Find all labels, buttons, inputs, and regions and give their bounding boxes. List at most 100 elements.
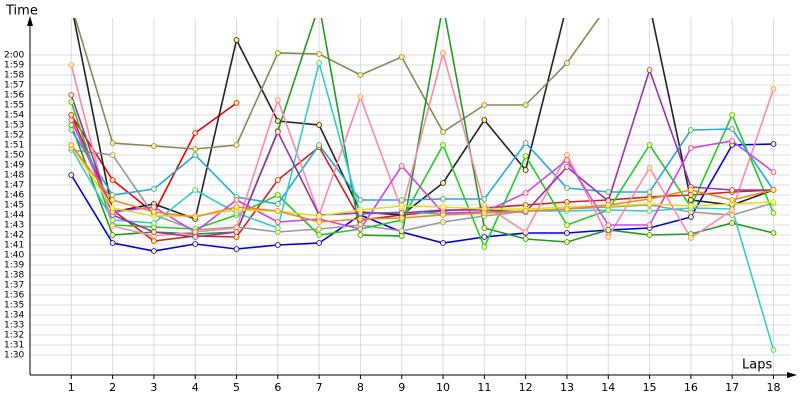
data-point bbox=[151, 186, 157, 192]
x-tick-label: 6 bbox=[274, 381, 281, 394]
data-point bbox=[109, 223, 116, 229]
x-tick-label: 1 bbox=[68, 381, 75, 394]
data-point bbox=[68, 122, 75, 128]
y-tick-label: 1:47 bbox=[4, 181, 24, 191]
data-point bbox=[398, 233, 405, 239]
data-point bbox=[522, 236, 529, 242]
y-tick-label: 1:51 bbox=[4, 141, 24, 151]
data-point bbox=[398, 203, 405, 209]
data-point bbox=[606, 3, 611, 8]
data-point bbox=[605, 189, 612, 195]
data-point bbox=[233, 229, 240, 235]
x-tick-label: 14 bbox=[601, 381, 615, 394]
data-point bbox=[109, 197, 116, 203]
data-point bbox=[316, 142, 323, 148]
data-point bbox=[274, 118, 281, 124]
data-point bbox=[440, 240, 446, 246]
data-point bbox=[605, 227, 612, 233]
data-point bbox=[441, 3, 446, 8]
data-point bbox=[109, 192, 116, 198]
data-point bbox=[564, 199, 570, 205]
data-point bbox=[605, 202, 612, 208]
y-tick-label: 1:57 bbox=[4, 81, 24, 91]
data-point bbox=[316, 213, 323, 219]
y-tick-label: 1:55 bbox=[4, 101, 24, 111]
series-line bbox=[73, 18, 774, 221]
data-point bbox=[316, 226, 323, 232]
data-point bbox=[233, 37, 240, 43]
data-point bbox=[192, 241, 199, 247]
data-point bbox=[151, 209, 157, 215]
y-tick-label: 1:30 bbox=[4, 351, 24, 361]
data-point bbox=[274, 225, 281, 231]
data-point bbox=[564, 60, 570, 66]
data-point bbox=[316, 60, 323, 66]
data-point bbox=[564, 164, 570, 170]
y-tick-label: 1:33 bbox=[4, 321, 24, 331]
data-point bbox=[440, 50, 446, 56]
data-point bbox=[68, 127, 75, 133]
data-point bbox=[274, 129, 281, 135]
y-tick-label: 1:42 bbox=[4, 231, 24, 241]
data-point bbox=[192, 214, 199, 220]
data-point bbox=[316, 240, 323, 246]
data-point bbox=[192, 152, 199, 158]
data-point bbox=[233, 204, 240, 210]
data-point bbox=[151, 238, 157, 244]
data-point bbox=[68, 117, 75, 123]
data-point bbox=[646, 67, 653, 73]
data-point bbox=[357, 94, 364, 100]
data-point bbox=[481, 117, 488, 123]
x-tick-label: 5 bbox=[233, 381, 240, 394]
data-point bbox=[192, 234, 199, 240]
data-point bbox=[646, 208, 653, 214]
data-point bbox=[522, 153, 529, 159]
data-point bbox=[151, 220, 157, 226]
data-point bbox=[192, 146, 199, 152]
series-line bbox=[70, 143, 774, 252]
data-point bbox=[729, 112, 736, 118]
data-point bbox=[522, 208, 529, 214]
data-point bbox=[68, 99, 75, 105]
data-point bbox=[770, 187, 777, 193]
data-point bbox=[109, 217, 116, 223]
data-point bbox=[233, 234, 240, 240]
data-point bbox=[770, 86, 777, 92]
series-line bbox=[70, 144, 774, 223]
y-tick-label: 1:41 bbox=[4, 241, 24, 251]
data-point bbox=[647, 3, 652, 8]
y-tick-label: 1:53 bbox=[4, 121, 24, 131]
x-tick-label: 16 bbox=[684, 381, 698, 394]
y-tick-label: 1:59 bbox=[4, 61, 24, 71]
data-point bbox=[151, 229, 157, 235]
x-tick-label: 3 bbox=[150, 381, 157, 394]
data-point bbox=[192, 187, 199, 193]
data-point bbox=[357, 207, 364, 213]
series-line bbox=[70, 49, 775, 240]
data-point bbox=[109, 232, 116, 238]
data-point bbox=[481, 102, 488, 108]
x-axis-arrow bbox=[787, 372, 797, 378]
data-point bbox=[109, 177, 116, 183]
series-line bbox=[70, 18, 774, 243]
series-line bbox=[70, 67, 774, 238]
data-point bbox=[564, 185, 570, 191]
data-point bbox=[564, 239, 570, 245]
series-line bbox=[70, 119, 774, 233]
x-tick-label: 7 bbox=[316, 381, 323, 394]
data-point bbox=[274, 208, 281, 214]
data-point bbox=[646, 142, 653, 148]
data-point bbox=[564, 152, 570, 158]
data-point bbox=[233, 246, 240, 252]
y-tick-label: 1:40 bbox=[4, 251, 24, 261]
data-point bbox=[68, 142, 75, 148]
data-point bbox=[564, 3, 569, 8]
x-tick-label: 12 bbox=[519, 381, 533, 394]
data-point bbox=[440, 212, 446, 218]
plot-area bbox=[68, 3, 777, 353]
data-point bbox=[522, 102, 529, 108]
y-tick-label: 1:58 bbox=[4, 71, 24, 81]
data-point bbox=[69, 3, 74, 8]
data-point bbox=[274, 192, 281, 198]
y-tick-label: 1:45 bbox=[4, 201, 24, 211]
